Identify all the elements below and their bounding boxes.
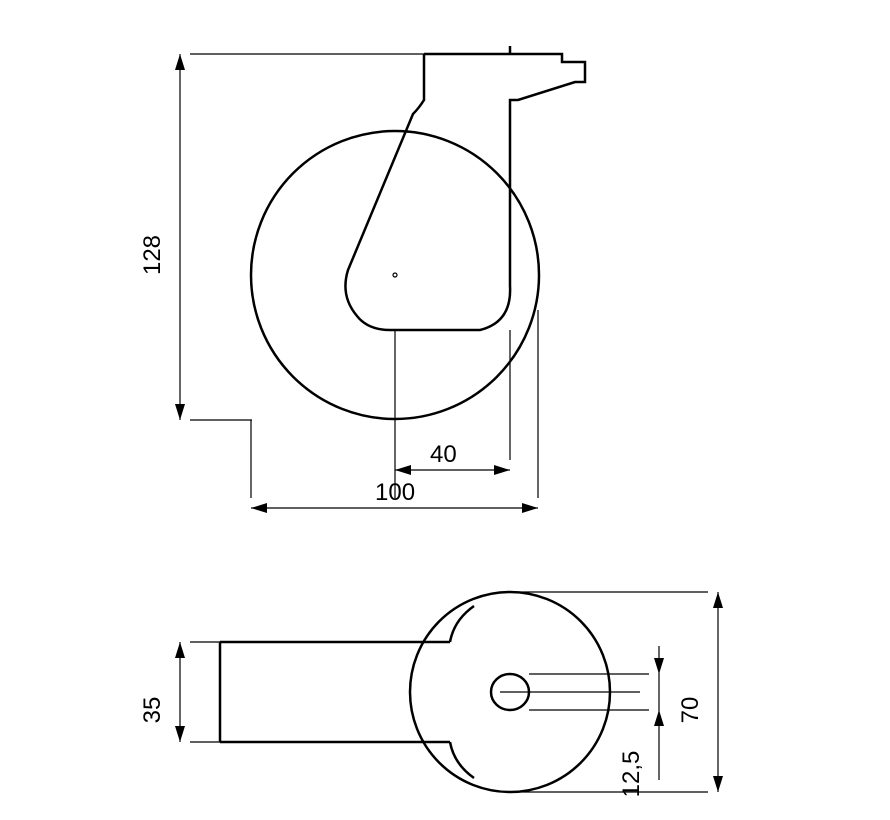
fork-leg <box>345 54 510 330</box>
fillet-bottom <box>450 742 474 778</box>
dim-hole-12-5: 12,5 <box>618 646 664 797</box>
top-plate <box>424 54 585 148</box>
dim-height-128: 128 <box>139 54 185 420</box>
dim-offset-40: 40 <box>395 441 510 475</box>
axle-center-mark <box>393 273 397 277</box>
dim-mount-70: 70 <box>677 592 723 792</box>
svg-text:100: 100 <box>375 479 415 506</box>
svg-text:70: 70 <box>677 697 704 724</box>
dim-diameter-100: 100 <box>251 479 538 513</box>
technical-drawing: 128 100 40 35 70 12,5 <box>0 0 890 820</box>
fillet-top <box>450 606 474 642</box>
svg-text:12,5: 12,5 <box>618 751 645 798</box>
dim-width-35: 35 <box>139 642 185 742</box>
svg-text:40: 40 <box>430 441 457 468</box>
front-view-extensions <box>190 54 538 498</box>
svg-text:35: 35 <box>139 697 166 724</box>
top-view <box>220 592 640 792</box>
front-view <box>251 46 585 419</box>
svg-text:128: 128 <box>139 235 166 275</box>
